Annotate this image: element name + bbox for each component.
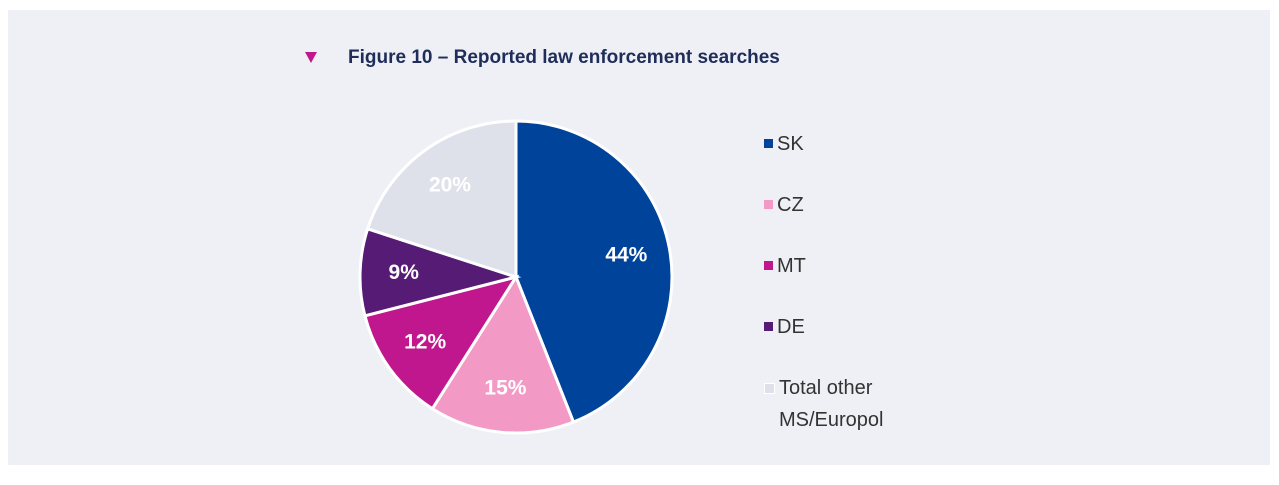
legend-label: DE [777, 316, 805, 338]
title-marker [305, 52, 317, 63]
pie-slice [365, 119, 518, 280]
data-label: 12% [404, 331, 446, 354]
legend-swatch [764, 322, 773, 331]
legend-entry: MT [764, 250, 939, 311]
legend-entry: CZ [764, 189, 939, 250]
legend-swatch [764, 139, 773, 148]
legend-label: MT [777, 255, 806, 277]
legend-swatch [764, 261, 773, 270]
legend-entry: Total other MS/Europol [764, 372, 939, 433]
legend-swatch [764, 383, 775, 394]
legend-entry: SK [764, 128, 939, 189]
legend-label: SK [777, 133, 804, 155]
pie-slice [363, 274, 520, 411]
legend-entry: DE [764, 311, 939, 372]
pie-slice [514, 119, 674, 424]
legend-swatch [764, 200, 773, 209]
data-label: 20% [429, 174, 471, 197]
legend: SK CZ MT DE Total other MS/Europol [764, 128, 939, 433]
data-label: 15% [484, 376, 526, 399]
data-label: 44% [605, 244, 647, 267]
pie-slice [358, 226, 522, 318]
legend-label: Total other MS/Europol [779, 377, 884, 431]
pie-slice [430, 273, 576, 435]
legend-label: CZ [777, 194, 804, 216]
chart-title: Figure 10 – Reported law enforcement sea… [348, 47, 780, 68]
data-label: 9% [389, 261, 420, 284]
